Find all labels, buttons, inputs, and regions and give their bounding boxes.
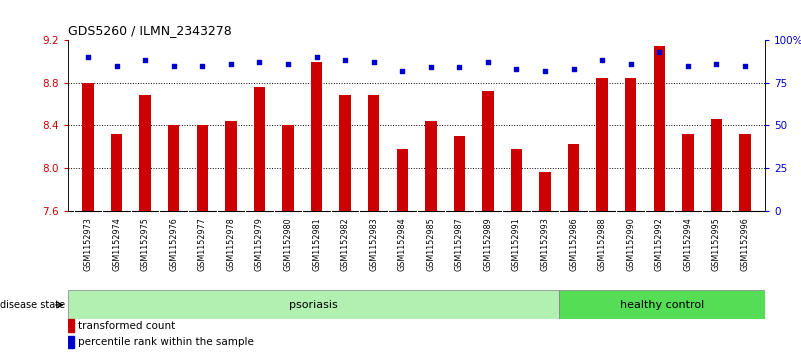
Text: GSM1152987: GSM1152987 bbox=[455, 217, 464, 271]
Text: GSM1152974: GSM1152974 bbox=[112, 217, 121, 271]
Bar bbox=[625, 78, 637, 211]
Point bbox=[139, 57, 151, 63]
Text: GSM1152980: GSM1152980 bbox=[284, 217, 292, 270]
Bar bbox=[311, 62, 322, 211]
Bar bbox=[568, 144, 579, 211]
Text: GSM1152983: GSM1152983 bbox=[369, 217, 378, 270]
Text: GSM1152994: GSM1152994 bbox=[683, 217, 692, 271]
Point bbox=[82, 54, 95, 60]
Point bbox=[310, 54, 323, 60]
Point bbox=[425, 64, 437, 70]
Bar bbox=[396, 149, 408, 211]
Text: GSM1152975: GSM1152975 bbox=[141, 217, 150, 271]
Point bbox=[624, 61, 637, 67]
Point bbox=[596, 57, 609, 63]
Bar bbox=[68, 290, 559, 319]
Bar bbox=[68, 336, 74, 348]
Bar bbox=[482, 91, 493, 211]
Point bbox=[510, 66, 523, 72]
Text: GSM1152979: GSM1152979 bbox=[255, 217, 264, 271]
Point bbox=[453, 64, 465, 70]
Text: GSM1152973: GSM1152973 bbox=[83, 217, 93, 271]
Bar bbox=[225, 121, 236, 211]
Text: GSM1152982: GSM1152982 bbox=[340, 217, 349, 271]
Point bbox=[167, 63, 180, 69]
Bar bbox=[83, 82, 94, 211]
Text: GSM1152996: GSM1152996 bbox=[740, 217, 750, 271]
Text: GSM1152991: GSM1152991 bbox=[512, 217, 521, 271]
Text: GSM1152981: GSM1152981 bbox=[312, 217, 321, 270]
Text: GSM1152990: GSM1152990 bbox=[626, 217, 635, 271]
Bar bbox=[511, 149, 522, 211]
Point bbox=[396, 68, 409, 74]
Point bbox=[653, 49, 666, 55]
Point bbox=[710, 61, 723, 67]
Text: GSM1152976: GSM1152976 bbox=[169, 217, 179, 271]
Point bbox=[196, 63, 209, 69]
Text: GSM1152989: GSM1152989 bbox=[484, 217, 493, 271]
Bar bbox=[597, 78, 608, 211]
Point bbox=[682, 63, 694, 69]
Bar bbox=[682, 134, 694, 211]
Text: GSM1152988: GSM1152988 bbox=[598, 217, 606, 270]
Text: percentile rank within the sample: percentile rank within the sample bbox=[78, 337, 254, 347]
Text: GSM1152992: GSM1152992 bbox=[654, 217, 664, 271]
Point bbox=[538, 68, 551, 74]
Text: disease state: disease state bbox=[0, 300, 65, 310]
Bar bbox=[111, 134, 123, 211]
Bar bbox=[340, 95, 351, 211]
Bar bbox=[453, 136, 465, 211]
Bar bbox=[559, 290, 765, 319]
Text: healthy control: healthy control bbox=[620, 300, 704, 310]
Text: GSM1152986: GSM1152986 bbox=[569, 217, 578, 270]
Point bbox=[368, 59, 380, 65]
Bar bbox=[139, 95, 151, 211]
Point bbox=[224, 61, 237, 67]
Point bbox=[339, 57, 352, 63]
Point bbox=[567, 66, 580, 72]
Bar bbox=[654, 46, 665, 211]
Bar bbox=[282, 125, 294, 211]
Bar bbox=[368, 95, 380, 211]
Point bbox=[481, 59, 494, 65]
Text: psoriasis: psoriasis bbox=[289, 300, 338, 310]
Bar bbox=[196, 125, 208, 211]
Bar bbox=[539, 172, 551, 211]
Bar bbox=[425, 121, 437, 211]
Bar bbox=[739, 134, 751, 211]
Text: GSM1152985: GSM1152985 bbox=[426, 217, 435, 271]
Bar bbox=[254, 87, 265, 211]
Text: transformed count: transformed count bbox=[78, 321, 175, 331]
Text: GSM1152977: GSM1152977 bbox=[198, 217, 207, 271]
Bar bbox=[168, 125, 179, 211]
Point bbox=[282, 61, 295, 67]
Text: GSM1152993: GSM1152993 bbox=[541, 217, 549, 271]
Text: GDS5260 / ILMN_2343278: GDS5260 / ILMN_2343278 bbox=[68, 24, 231, 37]
Text: GSM1152984: GSM1152984 bbox=[398, 217, 407, 270]
Point bbox=[253, 59, 266, 65]
Text: GSM1152978: GSM1152978 bbox=[227, 217, 235, 271]
Bar bbox=[710, 119, 723, 211]
Point bbox=[111, 63, 123, 69]
Bar bbox=[68, 319, 74, 332]
Point bbox=[739, 63, 751, 69]
Text: GSM1152995: GSM1152995 bbox=[712, 217, 721, 271]
